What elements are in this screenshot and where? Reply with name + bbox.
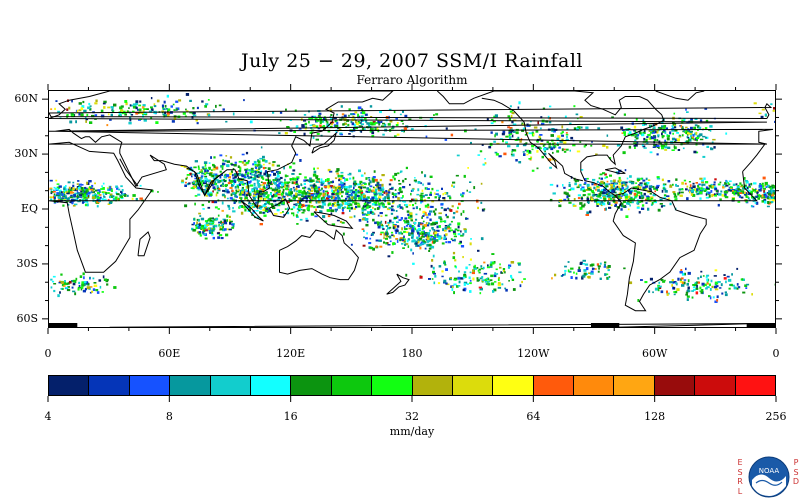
antarctic-coast	[590, 323, 620, 327]
lon-label: 0	[44, 347, 52, 360]
coastline	[604, 167, 626, 174]
colorbar-swatch	[89, 376, 130, 395]
colorbar-swatch	[654, 376, 696, 395]
coastline	[311, 131, 338, 154]
colorbar-swatch	[129, 376, 171, 395]
colorbar-swatch	[533, 376, 575, 395]
colorbar-label: 128	[644, 410, 666, 423]
map-canvas	[49, 91, 775, 327]
coastline	[436, 91, 665, 196]
colorbar-swatch	[695, 376, 736, 395]
coastline	[240, 200, 264, 222]
colorbar-label: 8	[165, 410, 173, 423]
colorbar-swatch	[614, 376, 655, 395]
colorbar-unit: mm/day	[389, 425, 435, 438]
lon-label: 120E	[276, 347, 306, 360]
colorbar-swatch	[493, 376, 534, 395]
colorbar-label: 64	[526, 410, 541, 423]
colorbar-label: 32	[405, 410, 419, 423]
coastline	[612, 187, 707, 312]
colorbar-swatch	[291, 376, 332, 395]
coastline	[186, 167, 226, 197]
coastline	[49, 141, 766, 273]
coastline	[523, 122, 584, 182]
colorbar-swatch	[210, 376, 251, 395]
coastline	[615, 323, 757, 327]
colorbar-label: 256	[765, 410, 787, 423]
colorbar-swatch	[735, 376, 776, 395]
colorbar-swatch	[250, 376, 292, 395]
coastline	[109, 323, 757, 327]
coastline	[386, 273, 410, 295]
coastline	[137, 231, 151, 257]
colorbar-swatch	[372, 376, 413, 395]
lon-label: 0	[772, 347, 780, 360]
coastline	[481, 97, 525, 123]
colorbar-label: 4	[44, 410, 52, 423]
colorbar-swatch	[574, 376, 615, 395]
coastline	[119, 158, 139, 187]
rainfall-map	[48, 90, 776, 328]
noaa-logo: NOAA	[748, 456, 790, 498]
colorbar-swatch	[331, 376, 373, 395]
colorbar-swatch	[412, 376, 453, 395]
lat-label: EQ	[20, 202, 38, 215]
map-title: July 25 − 29, 2007 SSM/I Rainfall	[240, 50, 584, 72]
esrl-text: E S R L	[737, 458, 743, 496]
coastline	[268, 198, 291, 218]
lat-label: 30S	[16, 256, 38, 270]
lat-label: 60S	[16, 311, 38, 325]
coastline	[313, 211, 354, 229]
colorbar	[48, 375, 776, 396]
rainfall-field	[49, 93, 775, 303]
map-subtitle: Ferraro Algorithm	[356, 73, 468, 87]
lat-label: 30N	[14, 147, 38, 161]
colorbar-label: 16	[283, 410, 298, 423]
colorbar-swatch	[452, 376, 494, 395]
psd-text: P S D	[792, 458, 800, 486]
svg-text:NOAA: NOAA	[759, 467, 780, 475]
lon-label: 180	[401, 347, 423, 360]
colorbar-swatch	[49, 376, 90, 395]
antarctic-coast	[746, 323, 775, 327]
lat-label: 60N	[14, 92, 38, 106]
antarctic-coast	[49, 323, 78, 327]
coastline	[49, 91, 774, 210]
lon-label: 60W	[642, 347, 668, 360]
coastline	[279, 229, 359, 281]
lon-label: 60E	[158, 347, 181, 360]
coastline	[49, 102, 773, 119]
coastline	[655, 91, 705, 101]
colorbar-swatch	[170, 376, 211, 395]
lon-label: 120W	[517, 347, 550, 360]
